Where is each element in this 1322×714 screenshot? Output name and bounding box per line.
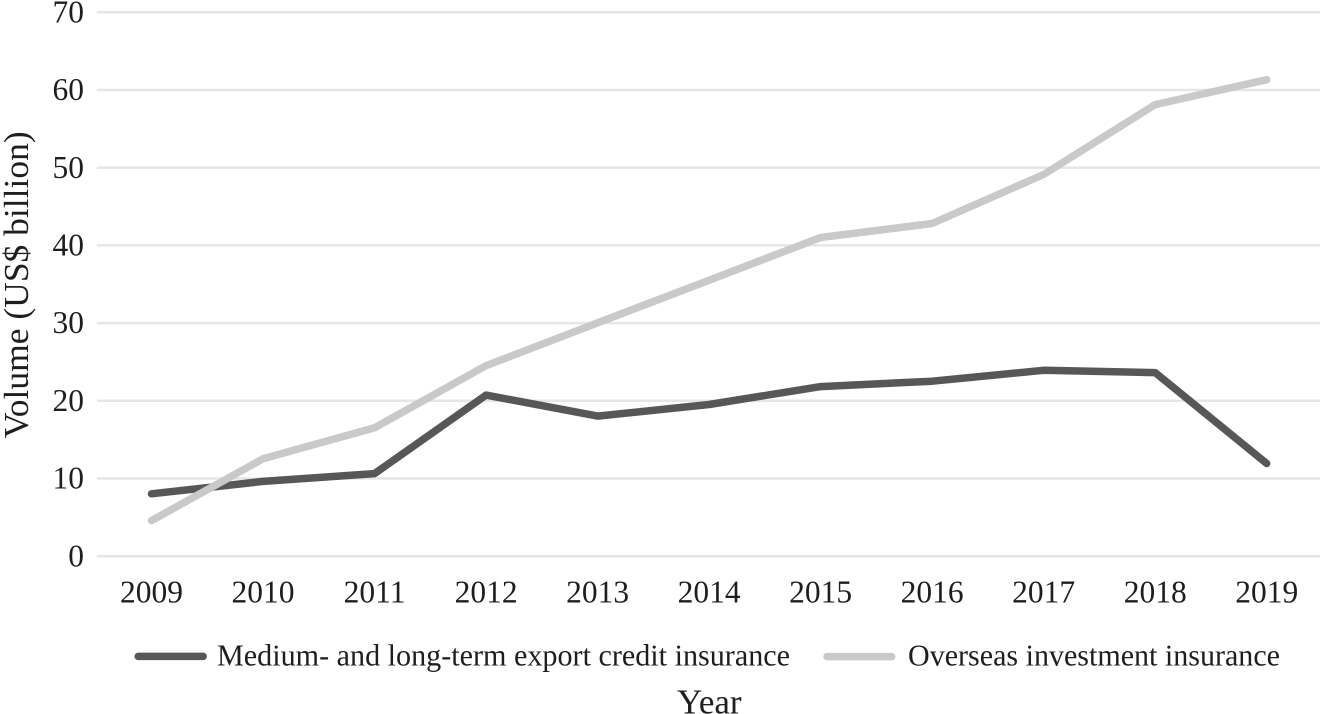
svg-text:50: 50 xyxy=(53,150,85,185)
svg-text:2019: 2019 xyxy=(1235,574,1298,609)
svg-text:2013: 2013 xyxy=(566,574,629,609)
svg-text:40: 40 xyxy=(53,228,85,263)
svg-text:Volume (US$ billion): Volume (US$ billion) xyxy=(0,131,36,438)
svg-text:2009: 2009 xyxy=(120,574,183,609)
svg-text:60: 60 xyxy=(53,72,85,107)
svg-text:2012: 2012 xyxy=(455,574,518,609)
svg-text:2010: 2010 xyxy=(232,574,295,609)
svg-text:0: 0 xyxy=(68,538,84,573)
svg-text:30: 30 xyxy=(53,305,85,340)
svg-text:Year: Year xyxy=(677,682,742,714)
svg-text:70: 70 xyxy=(53,0,85,29)
svg-text:2014: 2014 xyxy=(678,574,741,609)
svg-text:Medium- and long-term export c: Medium- and long-term export credit insu… xyxy=(217,638,790,673)
svg-text:2015: 2015 xyxy=(789,574,852,609)
svg-text:2011: 2011 xyxy=(344,574,406,609)
svg-text:Overseas investment insurance: Overseas investment insurance xyxy=(908,638,1280,673)
svg-text:10: 10 xyxy=(53,461,85,496)
svg-text:2017: 2017 xyxy=(1012,574,1075,609)
svg-text:20: 20 xyxy=(53,383,85,418)
svg-text:2016: 2016 xyxy=(901,574,964,609)
svg-text:2018: 2018 xyxy=(1124,574,1187,609)
